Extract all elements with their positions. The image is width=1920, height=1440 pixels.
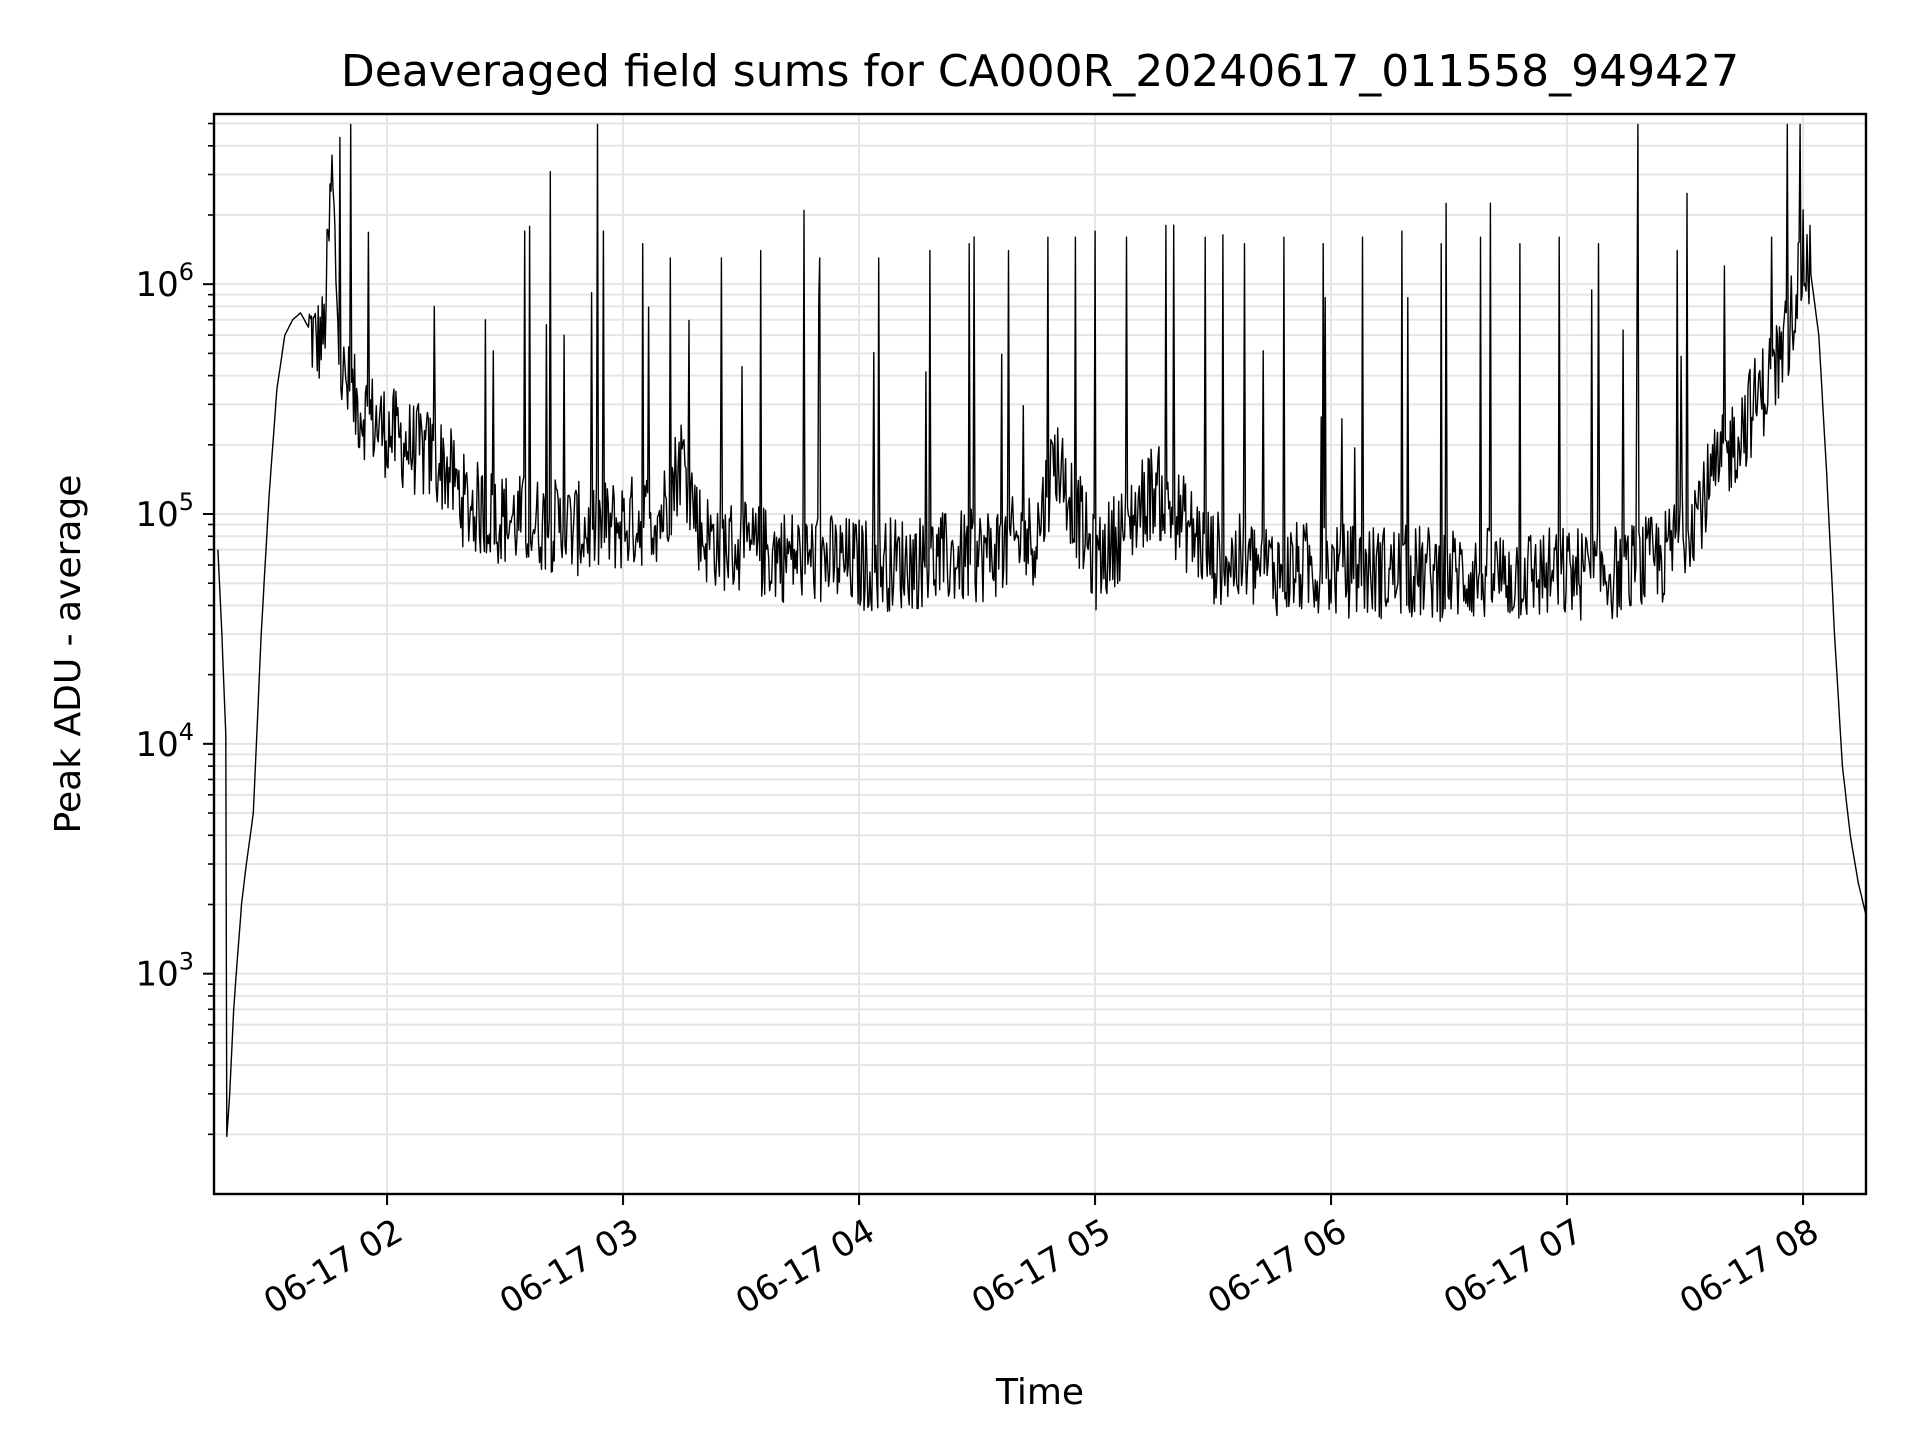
y-tick-label: 104 [135, 718, 194, 765]
y-axis-label: Peak ADU - average [48, 475, 89, 834]
x-axis-label: Time [995, 1372, 1084, 1413]
chart-title: Deaveraged field sums for CA000R_2024061… [341, 46, 1739, 97]
plot-frame [212, 112, 1868, 1196]
y-tick-label: 103 [135, 948, 194, 995]
y-tick-label: 106 [135, 258, 194, 305]
series-line [217, 123, 1867, 1138]
y-axis-ticks: 103 104 105 106 [135, 122, 214, 1136]
y-tick-label: 105 [135, 488, 194, 535]
